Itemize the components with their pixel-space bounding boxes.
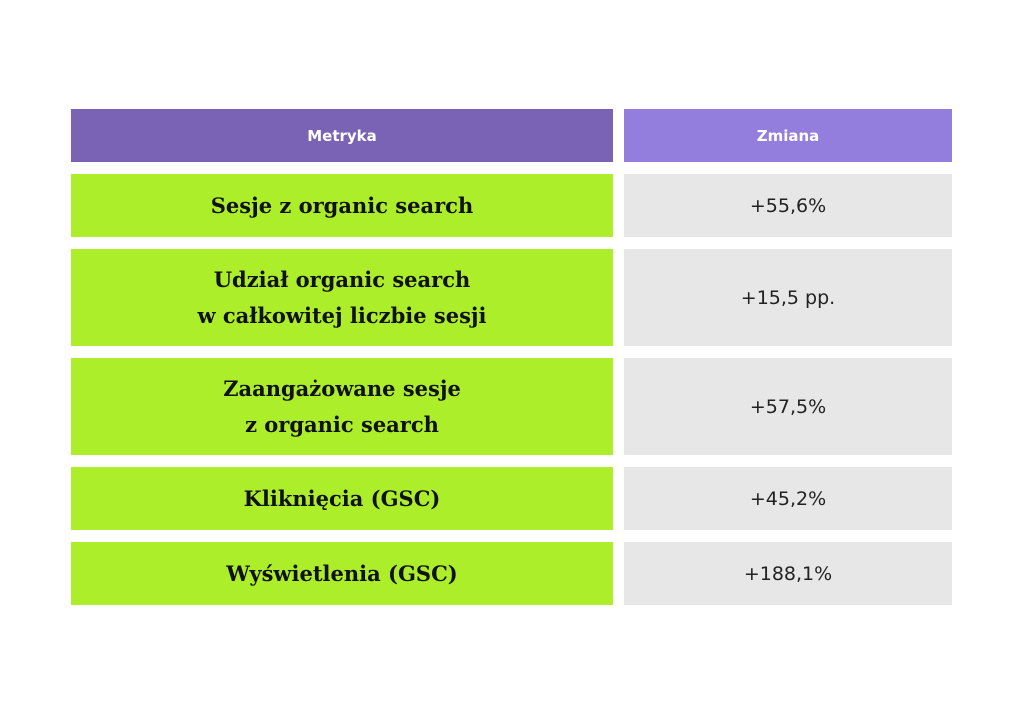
change-cell: +15,5 pp. <box>624 249 952 346</box>
change-cell: +45,2% <box>624 467 952 530</box>
metric-cell: Wyświetlenia (GSC) <box>71 542 613 605</box>
metric-cell: Sesje z organic search <box>71 174 613 237</box>
metric-cell: Udział organic search w całkowitej liczb… <box>71 249 613 346</box>
change-cell: +57,5% <box>624 358 952 455</box>
metric-cell: Zaangażowane sesje z organic search <box>71 358 613 455</box>
change-cell: +188,1% <box>624 542 952 605</box>
header-change: Zmiana <box>624 109 952 162</box>
metric-cell: Kliknięcia (GSC) <box>71 467 613 530</box>
header-metric: Metryka <box>71 109 613 162</box>
change-cell: +55,6% <box>624 174 952 237</box>
